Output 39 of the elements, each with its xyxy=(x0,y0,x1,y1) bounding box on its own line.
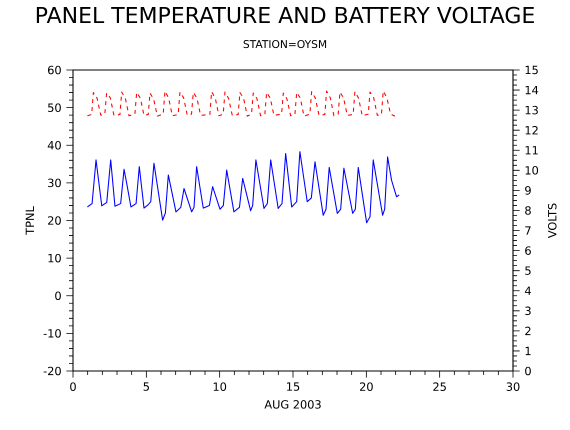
y2-tick-label: 10 xyxy=(526,166,538,175)
x-tick-label: 10 xyxy=(214,382,226,391)
y2-tick-label: 5 xyxy=(525,266,531,275)
line-series xyxy=(86,151,400,224)
y2-tick-label: 2 xyxy=(525,326,530,336)
y-tick-label: 0 xyxy=(55,291,61,300)
y2-tick-label: 1 xyxy=(526,346,531,356)
y2-tick-label: 13 xyxy=(526,106,538,114)
y2-tick-label: 15 xyxy=(526,66,538,74)
x-tick-label: 15 xyxy=(287,382,300,391)
y2-tick-label: 9 xyxy=(525,186,531,195)
x-axis-title: AUG 2003 xyxy=(264,400,321,409)
y2-tick-label: 7 xyxy=(525,226,531,235)
y-tick-label: 30 xyxy=(48,178,61,188)
y-tick-label: 60 xyxy=(48,66,61,74)
x-tick-label: 25 xyxy=(433,382,446,391)
y2-tick-label: 3 xyxy=(525,306,531,316)
y-tick-label: 20 xyxy=(48,216,61,225)
y2-tick-label: 4 xyxy=(524,286,531,295)
y2-tick-label: 11 xyxy=(526,146,538,154)
y-tick-label: 10 xyxy=(48,254,61,262)
chart-subtitle: STATION=OYSM xyxy=(244,40,326,48)
x-tick-label: 5 xyxy=(144,382,149,391)
y-tick-label: 40 xyxy=(48,140,61,150)
y2-axis-title: VOLTS xyxy=(548,203,557,238)
y2-tick-label: 8 xyxy=(525,206,531,215)
x-tick-label: 0 xyxy=(70,382,76,391)
y-tick-label: -10 xyxy=(44,329,61,338)
x-tick-label: 20 xyxy=(360,382,373,391)
x-tick-label: 30 xyxy=(506,382,520,391)
y-axis-title: TPNL xyxy=(26,206,34,235)
chart-title: PANEL TEMPERATURE AND BATTERY VOLTAGE xyxy=(36,6,534,24)
y-tick-label: 50 xyxy=(48,103,61,112)
y2-tick-label: 12 xyxy=(526,126,538,134)
y-tick-label: -20 xyxy=(44,366,61,376)
line-series xyxy=(86,90,396,117)
y2-tick-label: 14 xyxy=(526,86,538,94)
y2-tick-label: 0 xyxy=(525,366,531,376)
y2-tick-label: 6 xyxy=(525,246,531,255)
